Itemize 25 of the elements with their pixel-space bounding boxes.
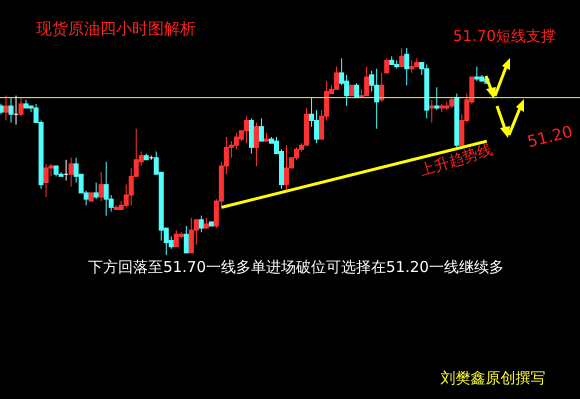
candlestick — [94, 182, 99, 200]
text: 刘樊鑫原创撰写 — [440, 369, 546, 387]
candlestick — [8, 97, 14, 124]
candlestick — [349, 84, 354, 96]
candlestick — [379, 72, 384, 102]
candlestick — [254, 122, 259, 166]
candlestick — [18, 97, 24, 117]
candlestick — [384, 58, 390, 74]
chart-title: 现货原油四小时图解析 — [36, 19, 196, 38]
candlestick — [98, 172, 104, 202]
candlestick — [404, 48, 410, 86]
text: 51.70短线支撑 — [453, 27, 556, 45]
candlestick — [399, 48, 404, 68]
candlestick — [4, 95, 9, 121]
candlestick — [198, 215, 204, 233]
candlestick — [68, 157, 74, 188]
legend-label: 上升趋势线 — [418, 140, 494, 180]
text: 下方回落至51.70一线多单进场破位可选择在51.20一线继续多 — [88, 258, 504, 276]
text: 51.20 — [525, 122, 574, 152]
candlestick — [354, 82, 360, 98]
candlestick — [434, 86, 440, 111]
candlestick — [204, 217, 209, 229]
candlestick — [184, 226, 189, 254]
candlestick — [258, 118, 264, 142]
candlestick — [429, 99, 434, 124]
